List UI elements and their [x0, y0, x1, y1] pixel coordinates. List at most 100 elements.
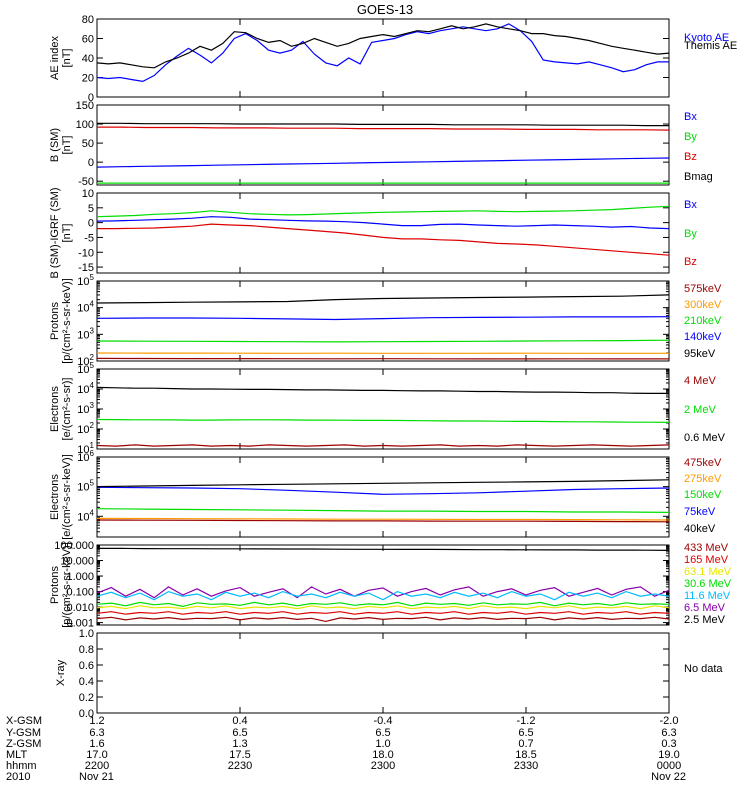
panel-6: 104 105 106 Electrons [e/(cm²-s-sr-keV)] 475k… [49, 449, 722, 540]
y-axis-label: Protons [49, 566, 61, 604]
x-axis-row-label: 2010 [6, 771, 30, 783]
legend-entry: 2.5 MeV [684, 614, 726, 626]
series-line-2-mev [96, 418, 670, 423]
x-axis-value: 18.5 [515, 749, 536, 761]
legend-entry: 210keV [684, 315, 722, 327]
x-axis-value: Nov 22 [651, 771, 686, 783]
legend-entry: Bx [684, 199, 697, 211]
series-line-0_6-mev [96, 386, 669, 394]
y-axis-label: [e/(cm²-s-sr)] [61, 378, 73, 441]
legend-entry: 95keV [684, 348, 716, 360]
series-line-kyoto-ae [96, 23, 669, 83]
legend-entry: 11.6 MeV [684, 590, 731, 602]
y-tick-label: 0.0 [79, 708, 94, 720]
y-tick-label: 40 [82, 53, 94, 65]
series-line-themis-ae [96, 23, 670, 69]
y-tick-label: 104 [77, 508, 94, 523]
legend-entry: By [684, 228, 697, 240]
series-line-bmag [97, 122, 669, 127]
legend-entry: 140keV [684, 331, 722, 343]
x-axis-row-label: Z-GSM [6, 738, 41, 750]
y-axis-label: [nT] [61, 136, 73, 155]
y-axis-label: Electrons [49, 474, 61, 520]
x-axis-value: 0000 [657, 760, 681, 772]
series-line-bx [96, 216, 670, 230]
panel-frame [96, 18, 670, 98]
series-line-75kev [96, 486, 670, 495]
y-tick-label: 100 [76, 119, 94, 131]
y-tick-label: 0.100 [66, 587, 94, 599]
legend-entry: 300keV [684, 299, 722, 311]
y-tick-label: 5 [88, 203, 94, 215]
x-axis-value: 18.0 [372, 749, 393, 761]
panel-2: -50 0 50 100 150 B (SM) [nT] Bx By Bz Bmag [49, 100, 713, 188]
legend-entry: 30.6 MeV [684, 578, 732, 590]
x-axis-value: 6.5 [375, 727, 390, 739]
x-axis-row-label: Y-GSM [6, 727, 41, 739]
x-axis-value: 19.0 [658, 749, 679, 761]
x-axis-value: 17.5 [229, 749, 250, 761]
x-axis-value: 1.0 [375, 738, 390, 750]
y-tick-label: 20 [82, 73, 94, 85]
panel-frame [96, 456, 670, 538]
series-line-575kev [96, 357, 669, 360]
y-tick-label: 105 [77, 361, 94, 376]
legend-entry: Kyoto AE [684, 32, 729, 44]
x-axis-value: 6.3 [89, 727, 104, 739]
legend-entry: No data [684, 663, 723, 675]
legend-entry: Bmag [684, 171, 713, 183]
legend-entry: 40keV [684, 523, 716, 535]
panel-8: 0.0 0.2 0.4 0.6 0.8 1.0 X-ray No data [55, 628, 723, 720]
panel-4: 102 103 104 105 Protons [p/(cm²-s-sr-keV)] 575… [49, 273, 722, 368]
series-line-11_6-mev [96, 590, 670, 601]
y-tick-label: -10 [78, 247, 94, 259]
y-axis-label: B (SM)-IGRF (SM) [49, 187, 61, 278]
y-tick-label: 103 [77, 401, 94, 416]
legend-entry: 275keV [684, 473, 722, 485]
y-axis-label: Protons [49, 302, 61, 340]
panel-frame [96, 280, 670, 362]
legend-entry: 475keV [684, 457, 722, 469]
y-tick-label: -5 [84, 232, 94, 244]
y-tick-label: 103 [77, 326, 94, 341]
x-axis-value: -1.2 [517, 715, 536, 727]
panel-5: 101 102 103 104 105 Electrons [e/(cm²-s-sr)] 4 … [49, 361, 726, 456]
panel-frame [96, 192, 670, 274]
x-axis-value: 6.5 [518, 727, 533, 739]
x-axis-value: 0.3 [661, 738, 676, 750]
series-line-4-mev [96, 444, 670, 447]
x-axis-value: 1.6 [89, 738, 104, 750]
y-tick-label: 102 [77, 421, 94, 436]
y-tick-label: 104 [77, 381, 94, 396]
x-axis-value: -2.0 [660, 715, 679, 727]
x-axis-row-label: hhmm [6, 760, 37, 772]
x-axis-value: 2200 [85, 760, 109, 772]
y-tick-label: 105 [77, 479, 94, 494]
y-tick-label: 1.000 [66, 571, 94, 583]
legend-entry: 150keV [684, 489, 722, 501]
x-axis-value: 1.2 [89, 715, 104, 727]
y-tick-label: 10 [82, 188, 94, 200]
series-line-475kev [96, 519, 670, 523]
legend-entry: 4 MeV [684, 375, 716, 387]
y-axis-label: X-ray [55, 659, 67, 686]
x-axis-table: X-GSMY-GSMZ-GSMMLThhmm20101.26.31.617.02… [6, 715, 686, 783]
y-tick-label: 0 [88, 218, 94, 230]
legend-entry: 165 MeV [684, 554, 729, 566]
legend-entry: 75keV [684, 506, 716, 518]
legend-entry: 575keV [684, 283, 722, 295]
legend-entry: Bz [684, 151, 697, 163]
legend-entry: 433 MeV [684, 542, 729, 554]
series-line-275kev [96, 517, 670, 521]
chart-title: GOES-13 [357, 2, 413, 17]
y-tick-label: 0.4 [79, 676, 94, 688]
x-axis-value: 1.3 [232, 738, 247, 750]
y-tick-label: 150 [76, 100, 94, 112]
y-tick-label: 0.8 [79, 644, 94, 656]
x-axis-value: 6.3 [661, 727, 676, 739]
y-axis-label: AE index [49, 35, 61, 80]
x-axis-value: 17.0 [86, 749, 107, 761]
legend-entry: 63.1 MeV [684, 566, 732, 578]
